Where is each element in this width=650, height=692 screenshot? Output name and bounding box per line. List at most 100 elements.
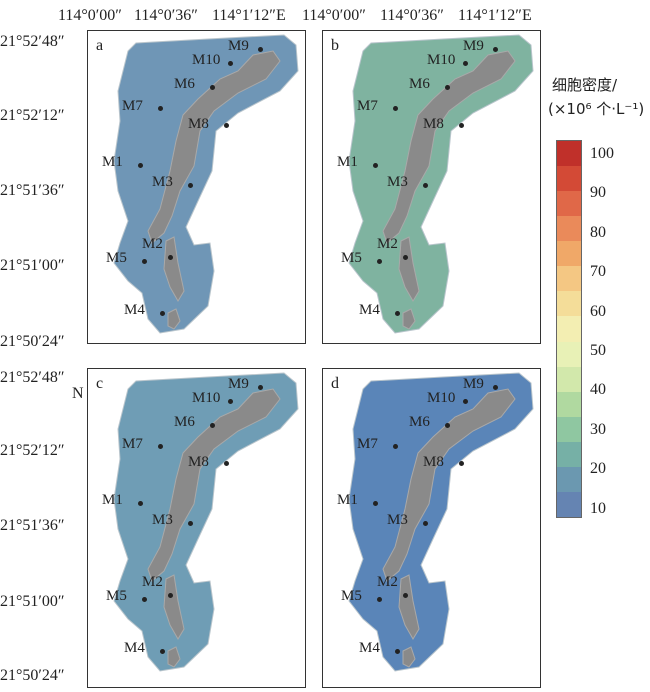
station-label: M10 xyxy=(192,52,221,68)
station-marker xyxy=(403,593,408,598)
top-axis-label: 114°0′36″ xyxy=(380,7,444,24)
station-marker xyxy=(258,47,263,52)
legend-swatch xyxy=(557,291,581,317)
legend-tick-label: 10 xyxy=(590,499,606,517)
map-svg xyxy=(113,372,299,672)
station-label: M3 xyxy=(152,512,173,528)
legend-tick-label: 80 xyxy=(590,223,606,241)
water-area xyxy=(348,372,534,672)
station-marker xyxy=(210,85,215,90)
station-label: M1 xyxy=(102,154,123,170)
lat-label: 21°51′00″ xyxy=(0,257,65,274)
station-marker xyxy=(224,123,229,128)
island xyxy=(163,574,185,640)
station-marker xyxy=(395,311,400,316)
legend-swatch xyxy=(557,216,581,242)
station-label: M10 xyxy=(427,390,456,406)
lat-label: 21°52′12″ xyxy=(0,107,65,124)
map-panel-a: a M9 M10 M6 M7 M8 M1 M3 M2 M5 M4 xyxy=(87,30,306,344)
island xyxy=(398,574,420,640)
station-label: M5 xyxy=(106,588,127,604)
station-marker xyxy=(377,259,382,264)
station-label: M5 xyxy=(341,250,362,266)
panel-letter: b xyxy=(331,37,339,54)
legend-swatch xyxy=(557,466,581,493)
station-label: M6 xyxy=(174,414,195,430)
legend-tick-label: 40 xyxy=(590,381,606,399)
legend-tick-label: 30 xyxy=(590,420,606,438)
top-axis-label: 114°1′12″E xyxy=(458,7,532,24)
legend-tick-label: 20 xyxy=(590,460,606,478)
station-label: M3 xyxy=(387,512,408,528)
station-marker xyxy=(228,399,233,404)
station-label: M7 xyxy=(357,436,378,452)
legend-tick-label: 60 xyxy=(590,302,606,320)
top-axis-label: 114°0′00″ xyxy=(58,7,122,24)
station-marker xyxy=(224,461,229,466)
legend-swatch xyxy=(557,341,581,368)
station-marker xyxy=(142,597,147,602)
lat-label: 21°50′24″ xyxy=(0,667,65,684)
legend-swatch xyxy=(557,316,581,343)
station-marker xyxy=(188,521,193,526)
station-marker xyxy=(493,385,498,390)
station-label: M7 xyxy=(122,98,143,114)
station-label: M6 xyxy=(174,76,195,92)
top-axis-label: 114°0′00″ xyxy=(302,7,366,24)
island xyxy=(402,646,416,668)
station-marker xyxy=(393,444,398,449)
legend-swatch xyxy=(557,441,581,468)
station-marker xyxy=(158,444,163,449)
map-panel-b: b M9 M10 M6 M7 M8 M1 M3 M2 M5 M4 xyxy=(322,30,541,344)
station-label: M8 xyxy=(188,454,209,470)
top-axis-label: 114°0′36″ xyxy=(134,7,198,24)
lat-label: 21°52′12″ xyxy=(0,442,65,459)
station-label: M8 xyxy=(188,116,209,132)
legend-swatch xyxy=(557,266,581,292)
station-marker xyxy=(395,649,400,654)
island xyxy=(402,308,416,330)
station-label: M7 xyxy=(122,436,143,452)
island xyxy=(163,236,185,302)
panel-letter: a xyxy=(96,37,104,54)
station-label: M5 xyxy=(106,250,127,266)
station-label: M4 xyxy=(359,302,380,318)
map-panel-c: c M9 M10 M6 M7 M8 M1 M3 M2 M5 M4 xyxy=(87,368,306,688)
water-area xyxy=(113,34,299,334)
water-area xyxy=(113,372,299,672)
station-label: M9 xyxy=(463,376,484,392)
map-svg xyxy=(348,372,534,672)
island xyxy=(167,646,181,668)
station-marker xyxy=(168,593,173,598)
station-marker xyxy=(445,85,450,90)
island xyxy=(398,236,420,302)
station-label: M4 xyxy=(124,302,145,318)
station-marker xyxy=(459,461,464,466)
station-label: M8 xyxy=(423,116,444,132)
station-marker xyxy=(423,521,428,526)
station-label: M2 xyxy=(377,236,398,252)
station-label: M3 xyxy=(387,174,408,190)
legend-tick-label: 90 xyxy=(590,184,606,202)
panel-letter: d xyxy=(331,375,339,392)
legend-tick-label: 100 xyxy=(590,145,614,162)
station-marker xyxy=(373,163,378,168)
map-svg xyxy=(113,34,299,334)
legend-swatch xyxy=(557,491,581,518)
station-label: M4 xyxy=(359,640,380,656)
panel-letter: c xyxy=(96,375,104,392)
station-label: M6 xyxy=(409,76,430,92)
station-label: M9 xyxy=(228,376,249,392)
map-panel-d: d M9 M10 M6 M7 M8 M1 M3 M2 M5 M4 xyxy=(322,368,541,688)
station-marker xyxy=(463,61,468,66)
lat-label: 21°52′48″ xyxy=(0,369,65,386)
station-marker xyxy=(142,259,147,264)
station-marker xyxy=(423,183,428,188)
station-label: M2 xyxy=(142,574,163,590)
station-label: M6 xyxy=(409,414,430,430)
station-marker xyxy=(160,311,165,316)
station-label: M8 xyxy=(423,454,444,470)
station-marker xyxy=(459,123,464,128)
legend-title: 细胞密度/ xyxy=(552,76,618,94)
legend-swatch xyxy=(557,141,581,167)
